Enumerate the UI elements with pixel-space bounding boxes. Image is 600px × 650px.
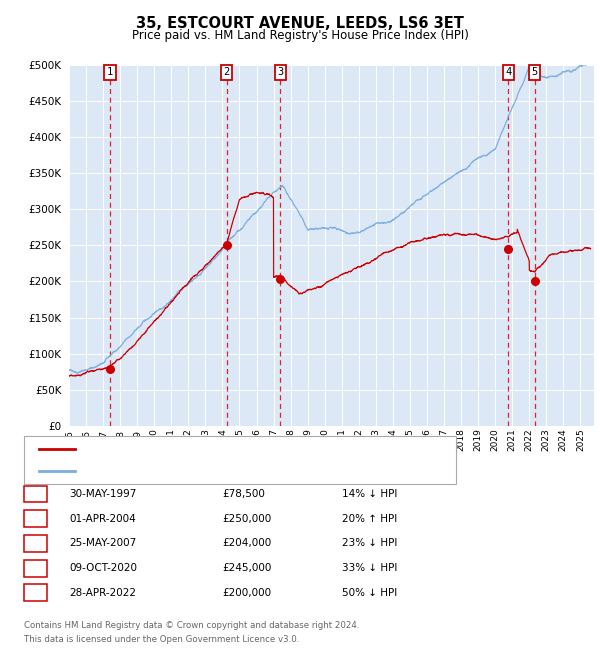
Text: Contains HM Land Registry data © Crown copyright and database right 2024.: Contains HM Land Registry data © Crown c… — [24, 621, 359, 630]
Text: 28-APR-2022: 28-APR-2022 — [69, 588, 136, 598]
Text: 3: 3 — [277, 67, 283, 77]
Text: 35, ESTCOURT AVENUE, LEEDS, LS6 3ET (detached house): 35, ESTCOURT AVENUE, LEEDS, LS6 3ET (det… — [82, 444, 372, 454]
Text: £78,500: £78,500 — [222, 489, 265, 499]
Text: 35, ESTCOURT AVENUE, LEEDS, LS6 3ET: 35, ESTCOURT AVENUE, LEEDS, LS6 3ET — [136, 16, 464, 31]
Text: 1: 1 — [107, 67, 113, 77]
Text: 30-MAY-1997: 30-MAY-1997 — [69, 489, 136, 499]
Text: 20% ↑ HPI: 20% ↑ HPI — [342, 514, 397, 524]
Text: 25-MAY-2007: 25-MAY-2007 — [69, 538, 136, 549]
Text: This data is licensed under the Open Government Licence v3.0.: This data is licensed under the Open Gov… — [24, 634, 299, 644]
Text: Price paid vs. HM Land Registry's House Price Index (HPI): Price paid vs. HM Land Registry's House … — [131, 29, 469, 42]
Text: 09-OCT-2020: 09-OCT-2020 — [69, 563, 137, 573]
Text: 2: 2 — [224, 67, 230, 77]
Text: £250,000: £250,000 — [222, 514, 271, 524]
Text: £245,000: £245,000 — [222, 563, 271, 573]
Text: 4: 4 — [32, 563, 39, 573]
Text: 33% ↓ HPI: 33% ↓ HPI — [342, 563, 397, 573]
Text: 5: 5 — [32, 588, 39, 598]
Text: 2: 2 — [32, 514, 39, 524]
Text: £204,000: £204,000 — [222, 538, 271, 549]
Text: 50% ↓ HPI: 50% ↓ HPI — [342, 588, 397, 598]
Text: 1: 1 — [32, 489, 39, 499]
Text: 3: 3 — [32, 538, 39, 549]
Text: HPI: Average price, detached house, Leeds: HPI: Average price, detached house, Leed… — [82, 465, 296, 476]
Text: 01-APR-2004: 01-APR-2004 — [69, 514, 136, 524]
Text: £200,000: £200,000 — [222, 588, 271, 598]
Text: 23% ↓ HPI: 23% ↓ HPI — [342, 538, 397, 549]
Text: 5: 5 — [532, 67, 538, 77]
Text: 4: 4 — [505, 67, 511, 77]
Text: 14% ↓ HPI: 14% ↓ HPI — [342, 489, 397, 499]
